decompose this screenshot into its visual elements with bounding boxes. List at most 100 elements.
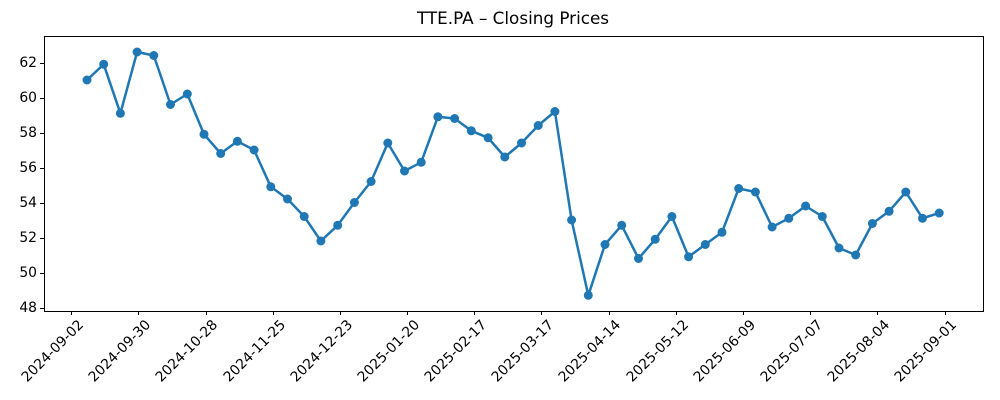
data-point-marker: [149, 51, 159, 60]
data-point-marker: [433, 112, 443, 122]
data-point-marker: [734, 184, 744, 193]
x-axis-tick-label: 2025-01-20: [354, 317, 423, 386]
x-axis-tickmark: [407, 311, 409, 315]
data-point-marker: [583, 290, 593, 300]
x-axis-tickmark: [474, 311, 476, 315]
y-axis-tick-label: 48: [19, 300, 37, 317]
data-point-marker: [500, 152, 510, 162]
data-point-marker: [617, 220, 627, 230]
data-point-marker: [199, 129, 209, 139]
x-axis-tick-label: 2025-06-09: [690, 317, 759, 386]
y-axis-tick-label: 52: [19, 230, 37, 247]
x-axis-tickmark: [272, 311, 274, 315]
x-axis-tickmark: [339, 311, 341, 315]
y-axis-tick-label: 50: [19, 265, 37, 282]
y-axis-tickmark: [40, 307, 44, 309]
y-axis-tickmark: [40, 62, 44, 64]
data-point-marker: [115, 108, 125, 118]
y-axis-tickmark: [40, 132, 44, 134]
y-axis-tickmark: [40, 272, 44, 274]
x-axis-tickmark: [810, 311, 812, 315]
data-point-marker: [132, 47, 142, 57]
data-point-marker: [366, 177, 376, 186]
data-point-marker: [834, 243, 844, 253]
x-axis-tick-label: 2024-09-02: [18, 317, 88, 386]
y-axis-tick-label: 54: [19, 195, 37, 212]
y-axis-tickmark: [40, 97, 44, 99]
data-point-marker: [450, 114, 460, 123]
x-axis-tick-label: 2025-02-17: [421, 317, 491, 386]
data-point-marker: [667, 212, 677, 221]
y-axis-tick-label: 58: [19, 125, 37, 142]
data-point-marker: [784, 213, 794, 223]
data-point-marker: [901, 187, 911, 197]
data-point-marker: [600, 240, 610, 249]
data-point-marker: [851, 250, 861, 260]
data-point-marker: [333, 220, 343, 230]
data-point-marker: [750, 187, 760, 197]
data-point-marker: [533, 121, 543, 130]
data-point-marker: [801, 201, 811, 211]
data-point-marker: [299, 212, 309, 221]
x-axis-tickmark: [608, 311, 610, 315]
data-point-marker: [283, 194, 292, 204]
x-axis-tickmark: [944, 311, 946, 315]
x-axis-tickmark: [743, 311, 744, 315]
data-point-marker: [349, 198, 359, 207]
plot-area: [44, 36, 984, 312]
data-point-marker: [717, 227, 727, 237]
data-point-marker: [684, 252, 694, 262]
x-axis-tickmark: [71, 311, 73, 315]
data-point-marker: [466, 126, 476, 136]
data-point-marker: [99, 59, 109, 69]
price-line-series: [82, 47, 944, 300]
data-point-marker: [249, 145, 259, 155]
data-point-marker: [416, 157, 426, 167]
y-axis-tick-label: 60: [19, 90, 37, 107]
x-axis-tickmark: [877, 311, 879, 315]
x-axis-tick-label: 2024-12-23: [287, 317, 356, 386]
data-point-marker: [182, 89, 192, 99]
x-axis-tickmark: [541, 311, 543, 315]
x-axis-tick-label: 2025-09-01: [891, 317, 961, 386]
data-point-marker: [817, 212, 827, 221]
data-point-marker: [567, 215, 577, 225]
x-axis-tickmark: [675, 311, 677, 315]
y-axis-tickmark: [40, 202, 44, 204]
data-point-marker: [517, 138, 526, 148]
x-axis-tickmark: [205, 311, 207, 315]
data-point-marker: [650, 234, 660, 244]
x-axis-tick-label: 2024-11-25: [220, 317, 289, 386]
y-axis-tickmark: [40, 167, 44, 169]
x-axis-tick-label: 2025-03-17: [488, 317, 558, 386]
data-point-marker: [934, 208, 944, 218]
data-point-marker: [700, 240, 710, 249]
y-axis-tick-label: 56: [19, 160, 37, 177]
data-point-marker: [867, 219, 877, 228]
chart-title: TTE.PA – Closing Prices: [416, 8, 610, 28]
x-axis-tick-label: 2025-08-04: [824, 317, 894, 386]
x-axis-tick-label: 2025-04-14: [556, 317, 625, 386]
x-axis-tick-label: 2025-07-07: [757, 317, 827, 386]
data-point-marker: [316, 236, 326, 246]
x-axis-tick-label: 2024-10-28: [152, 317, 222, 386]
y-axis-tick-label: 62: [19, 55, 37, 72]
data-point-marker: [550, 107, 560, 116]
data-point-marker: [82, 75, 92, 85]
data-point-marker: [767, 222, 777, 232]
data-point-marker: [400, 166, 409, 176]
data-point-marker: [216, 149, 226, 158]
data-point-marker: [483, 133, 493, 143]
data-point-marker: [232, 136, 242, 146]
price-line: [86, 50, 940, 297]
data-point-marker: [634, 254, 643, 263]
data-point-marker: [266, 182, 276, 192]
data-point-marker: [884, 206, 894, 216]
x-axis-tick-label: 2025-05-12: [623, 317, 692, 386]
data-point-marker: [918, 213, 927, 223]
x-axis-tick-label: 2024-09-30: [85, 317, 155, 386]
y-axis-tickmark: [40, 237, 44, 239]
data-point-marker: [166, 100, 175, 109]
data-point-marker: [383, 138, 393, 148]
